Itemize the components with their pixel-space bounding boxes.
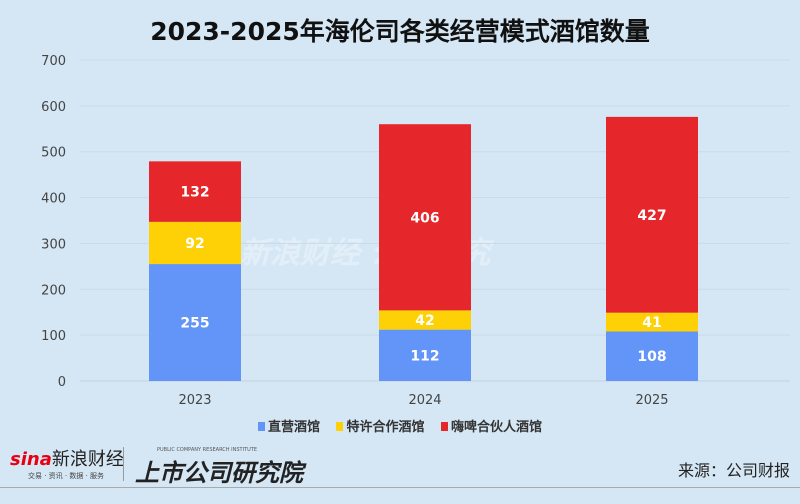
bar-segment[interactable] (379, 310, 471, 330)
x-tick-label: 2025 (635, 393, 668, 408)
bar-segment[interactable] (606, 312, 698, 332)
y-tick-label: 100 (41, 329, 66, 344)
data-label: 41 (642, 315, 661, 331)
legend-label: 直营酒馆 (267, 420, 320, 435)
bar-segment[interactable] (149, 221, 241, 265)
footer: sina新浪财经 交易 · 资讯 · 数据 · 服务 PUBLIC COMPAN… (10, 445, 790, 487)
y-tick-label: 300 (41, 237, 66, 252)
divider (123, 447, 124, 481)
y-tick-label: 700 (41, 54, 66, 69)
legend: 直营酒馆 特许合作酒馆 嗨啤合伙人酒馆 (0, 416, 800, 435)
bar-segment[interactable] (379, 124, 471, 311)
sina-tagline: 交易 · 资讯 · 数据 · 服务 (28, 472, 105, 480)
data-label: 132 (180, 185, 209, 201)
y-tick-label: 500 (41, 146, 66, 161)
data-label: 112 (410, 348, 439, 364)
legend-label: 嗨啤合伙人酒馆 (451, 420, 543, 435)
legend-item-partner[interactable]: 嗨啤合伙人酒馆 (441, 416, 542, 435)
bar-chart: 0 100 200 300 400 500 600 700 255 92 132 2023 112 42 4… (41, 54, 790, 408)
legend-label: 特许合作酒馆 (346, 420, 425, 435)
y-tick-label: 0 (58, 375, 66, 390)
data-label: 42 (415, 313, 434, 329)
data-label: 92 (185, 236, 204, 252)
institute-logo: 上市公司研究院 (135, 459, 303, 487)
bar-segment[interactable] (606, 331, 698, 381)
x-tick-label: 2023 (178, 393, 211, 408)
legend-item-franchise[interactable]: 特许合作酒馆 (336, 416, 425, 435)
source-note: 来源：公司财报 (677, 461, 790, 480)
legend-swatch (336, 422, 344, 431)
bar-segment[interactable] (379, 329, 471, 381)
data-label: 108 (637, 349, 666, 365)
bottom-divider (0, 487, 800, 488)
data-label: 255 (180, 316, 209, 332)
y-tick-label: 200 (41, 283, 66, 298)
sina-logo: sina新浪财经 (10, 449, 124, 470)
chart-title: 2023-2025年海伦司各类经营模式酒馆数量 (150, 17, 650, 46)
bar-segment[interactable] (149, 264, 241, 381)
x-tick-label: 2024 (408, 393, 441, 408)
institute-tagline: PUBLIC COMPANY RESEARCH INSTITUTE (157, 447, 257, 453)
bar-segment[interactable] (606, 116, 698, 313)
bar-segment[interactable] (149, 161, 241, 222)
y-tick-label: 400 (41, 192, 66, 207)
legend-swatch (441, 422, 449, 431)
legend-swatch (257, 422, 265, 431)
data-label: 427 (637, 208, 666, 224)
data-label: 406 (410, 210, 439, 226)
legend-item-direct[interactable]: 直营酒馆 (257, 416, 320, 435)
y-tick-label: 600 (41, 100, 66, 115)
